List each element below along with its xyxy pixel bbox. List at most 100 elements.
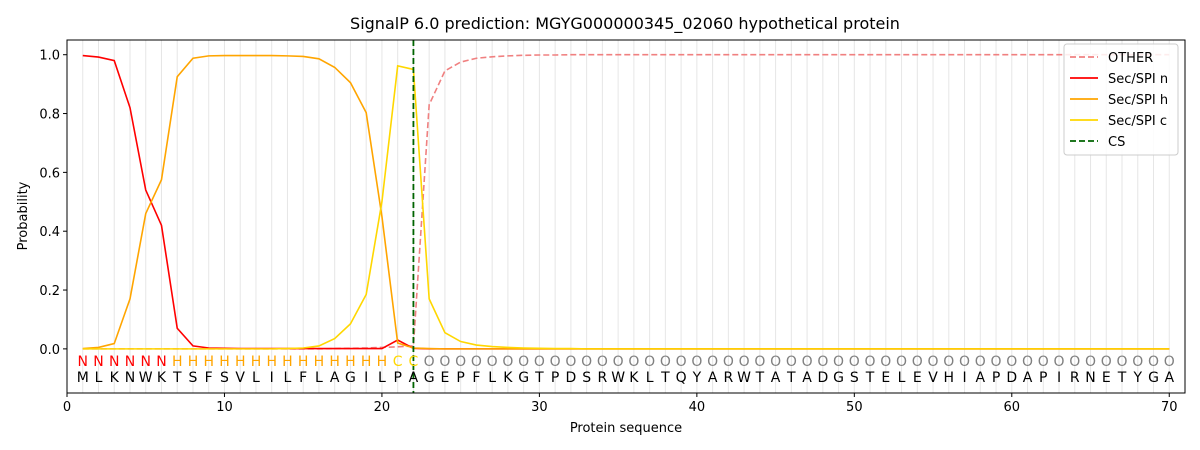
- region-label: N: [109, 354, 119, 370]
- residue-letter: Y: [1132, 370, 1142, 386]
- region-label: O: [644, 354, 655, 370]
- residue-letter: T: [865, 370, 875, 386]
- x-axis-label: Protein sequence: [570, 421, 682, 436]
- region-label: O: [613, 354, 624, 370]
- region-label: O: [660, 354, 671, 370]
- residue-letter: A: [330, 370, 340, 386]
- y-axis-ticks: 0.0 0.2 0.4 0.6 0.8 1.0: [39, 49, 67, 358]
- residue-letter: T: [755, 370, 765, 386]
- legend: OTHER Sec/SPI n Sec/SPI h Sec/SPI c CS: [1063, 43, 1179, 156]
- residue-letter: K: [110, 370, 120, 386]
- region-label: H: [172, 354, 183, 370]
- region-label: O: [502, 354, 513, 370]
- series-line-sec-spi-c: [82, 64, 1170, 350]
- residue-letter: T: [786, 370, 796, 386]
- residue-letter: E: [881, 370, 890, 386]
- y-tick-label: 0.4: [39, 225, 60, 240]
- residue-letter: E: [913, 370, 922, 386]
- y-axis-label: Probability: [16, 181, 31, 250]
- residue-letter: E: [440, 370, 449, 386]
- residue-letter: A: [1164, 370, 1174, 386]
- residue-letter: G: [1148, 370, 1159, 386]
- residue-letter: H: [944, 370, 955, 386]
- region-label: H: [314, 354, 325, 370]
- region-label: C: [409, 354, 419, 370]
- residue-letter: W: [737, 370, 751, 386]
- region-label: O: [1132, 354, 1143, 370]
- region-label: O: [739, 354, 750, 370]
- x-tick-label: 60: [1004, 400, 1021, 415]
- residue-letter: R: [1070, 370, 1080, 386]
- residue-letter: L: [488, 370, 496, 386]
- region-label: O: [865, 354, 876, 370]
- region-label: O: [833, 354, 844, 370]
- y-tick-label: 1.0: [39, 49, 60, 64]
- residue-letter: S: [582, 370, 591, 386]
- region-label: O: [1022, 354, 1033, 370]
- residue-letter: G: [833, 370, 844, 386]
- region-label: O: [1054, 354, 1065, 370]
- region-label: H: [251, 354, 262, 370]
- residue-letter: I: [962, 370, 966, 386]
- region-label: O: [928, 354, 939, 370]
- residue-letter: I: [364, 370, 368, 386]
- region-label: O: [723, 354, 734, 370]
- residue-letter: D: [565, 370, 576, 386]
- legend-label: Sec/SPI n: [1108, 72, 1168, 87]
- residue-letter: L: [378, 370, 386, 386]
- residue-letter: W: [139, 370, 153, 386]
- region-label: O: [471, 354, 482, 370]
- residue-letter: L: [252, 370, 260, 386]
- residue-letter: L: [315, 370, 323, 386]
- region-label: O: [1116, 354, 1127, 370]
- region-label: O: [1148, 354, 1159, 370]
- region-label: H: [266, 354, 277, 370]
- residue-letter: P: [456, 370, 464, 386]
- region-label: H: [377, 354, 388, 370]
- region-label: O: [1101, 354, 1112, 370]
- residue-letter: T: [534, 370, 544, 386]
- residue-letter: S: [220, 370, 229, 386]
- residue-letter: A: [976, 370, 986, 386]
- region-label: H: [329, 354, 340, 370]
- residue-letter: L: [898, 370, 906, 386]
- residue-letter: D: [1006, 370, 1017, 386]
- residue-letter: L: [95, 370, 103, 386]
- region-label: O: [991, 354, 1002, 370]
- region-label: O: [754, 354, 765, 370]
- y-tick-label: 0.2: [39, 284, 60, 299]
- region-label: O: [880, 354, 891, 370]
- region-label: O: [975, 354, 986, 370]
- region-label: O: [691, 354, 702, 370]
- x-tick-label: 10: [216, 400, 233, 415]
- residue-letter: N: [1085, 370, 1095, 386]
- residue-letter: L: [284, 370, 292, 386]
- region-label: O: [1038, 354, 1049, 370]
- region-label: O: [896, 354, 907, 370]
- residue-letter: W: [611, 370, 625, 386]
- region-label: N: [93, 354, 103, 370]
- x-tick-label: 50: [846, 400, 863, 415]
- region-label: O: [628, 354, 639, 370]
- region-label: H: [298, 354, 309, 370]
- residue-letter: N: [125, 370, 135, 386]
- region-label: N: [156, 354, 166, 370]
- region-label: O: [943, 354, 954, 370]
- residue-letter: P: [1039, 370, 1047, 386]
- residue-letter: A: [802, 370, 812, 386]
- residue-letter: Q: [676, 370, 687, 386]
- x-tick-label: 0: [63, 400, 71, 415]
- region-label: H: [235, 354, 246, 370]
- region-label: H: [361, 354, 372, 370]
- region-label: O: [550, 354, 561, 370]
- residue-letter: D: [817, 370, 828, 386]
- residue-letter: A: [409, 370, 419, 386]
- region-label: O: [676, 354, 687, 370]
- legend-label: OTHER: [1108, 51, 1153, 66]
- residue-letter: G: [424, 370, 435, 386]
- region-label: O: [424, 354, 435, 370]
- region-label: O: [1164, 354, 1175, 370]
- residue-letter: L: [646, 370, 654, 386]
